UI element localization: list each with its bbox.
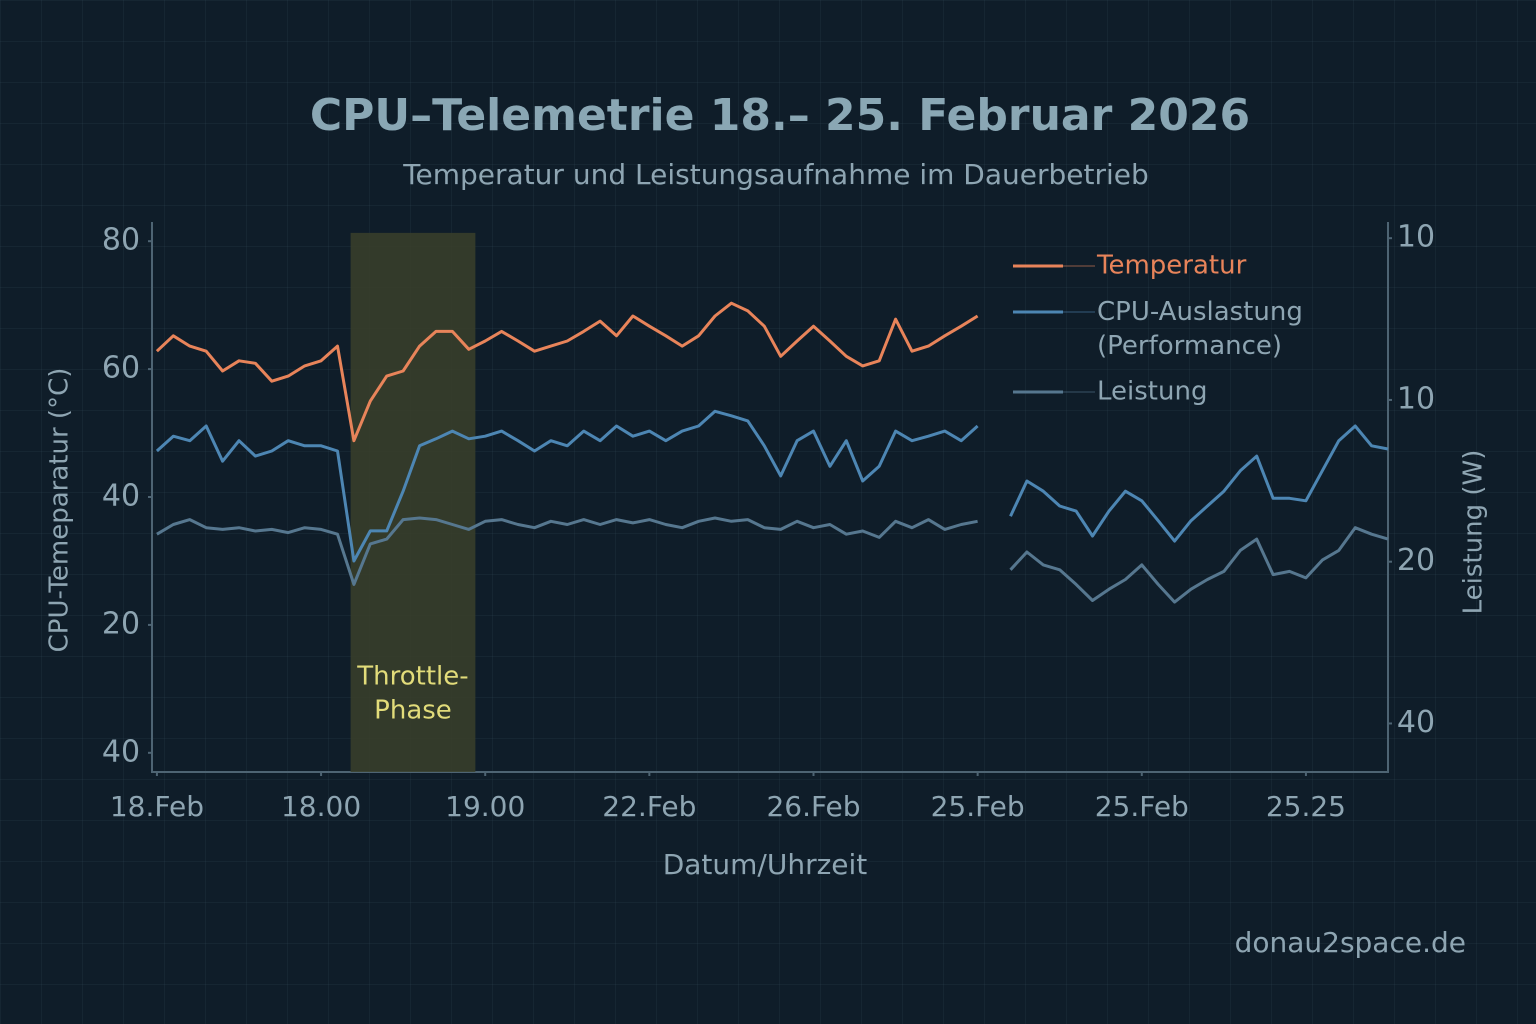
source-label: donau2space.de — [1235, 926, 1466, 959]
y2-axis-label: Leistung (W) — [1459, 450, 1489, 615]
x-tick-label: 19.00 — [445, 790, 525, 823]
y2-tick-label: 10 — [1397, 220, 1435, 255]
x-tick-label: 22.Feb — [602, 790, 696, 823]
y-axis-label: CPU-Temeparatur (°C) — [45, 368, 75, 653]
x-tick-label: 18.Feb — [110, 790, 204, 823]
chart-subtitle: Temperatur und Leistungsaufnahme im Daue… — [402, 158, 1149, 191]
y2-tick-label: 20 — [1397, 543, 1435, 578]
x-axis-label: Datum/Uhrzeit — [663, 848, 868, 881]
legend-label-line: CPU-Auslastung — [1097, 297, 1303, 327]
x-tick-label: 25.Feb — [1095, 790, 1189, 823]
x-tick-label: 26.Feb — [766, 790, 860, 823]
y-tick-label: 60 — [102, 351, 140, 386]
highlight-label: Phase — [374, 696, 452, 726]
y2-tick-label: 10 — [1397, 381, 1435, 416]
chart-title: CPU–Telemetrie 18.– 25. Februar 2026 — [310, 90, 1250, 141]
highlight-band — [350, 232, 476, 773]
highlight-label: Throttle- — [356, 662, 468, 692]
y-tick-label: 40 — [102, 479, 140, 514]
legend-label: CPU-Auslastung (Performance) — [1097, 297, 1303, 361]
y2-tick-label: 40 — [1397, 705, 1435, 740]
x-tick-label: 18.00 — [281, 790, 361, 823]
series-line — [156, 516, 1389, 604]
x-tick-label: 25.25 — [1266, 790, 1346, 823]
series-line — [155, 301, 979, 443]
legend-label: Temperatur — [1096, 251, 1247, 281]
legend-label-line: (Performance) — [1097, 331, 1282, 361]
series-line — [155, 409, 1389, 563]
y-tick-label: 40 — [102, 734, 140, 769]
y-tick-label: 80 — [102, 223, 140, 258]
y-tick-label: 20 — [102, 606, 140, 641]
legend-label: Leistung — [1097, 377, 1207, 407]
x-tick-label: 25.Feb — [931, 790, 1025, 823]
